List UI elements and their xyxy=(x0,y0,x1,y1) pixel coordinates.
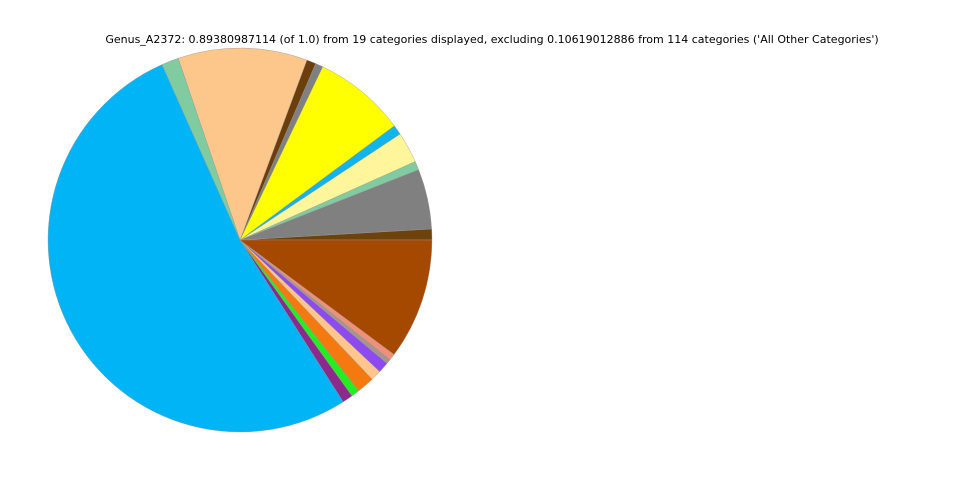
chart-title: Genus_A2372: 0.89380987114 (of 1.0) from… xyxy=(105,33,878,46)
pie-slice xyxy=(239,66,395,241)
pie-slice xyxy=(177,47,308,241)
pie-slice xyxy=(239,239,433,355)
pie-slice xyxy=(47,64,344,433)
